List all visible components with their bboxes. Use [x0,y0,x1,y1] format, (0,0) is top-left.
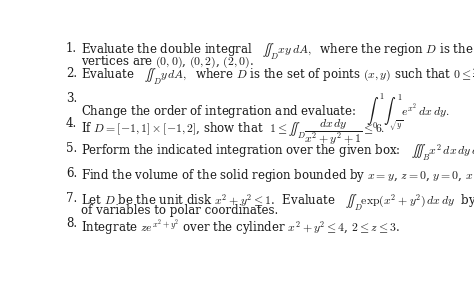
Text: 8.: 8. [66,217,77,230]
Text: 2.: 2. [66,67,77,80]
Text: 1.: 1. [66,42,77,55]
Text: 5.: 5. [66,142,77,155]
Text: Evaluate the double integral   $\iint_D xy\,dA,$  where the region $D$ is the tr: Evaluate the double integral $\iint_D xy… [81,42,474,62]
Text: 6.: 6. [66,167,77,180]
Text: If $D = [-1,1] \times [-1,2]$, show that  $1 \leq \iint_D \dfrac{dx\,dy}{x^2 + y: If $D = [-1,1] \times [-1,2]$, show that… [81,117,385,147]
Text: Evaluate   $\iint_D y\,dA,$  where $D$ is the set of points $(x, y)$ such that $: Evaluate $\iint_D y\,dA,$ where $D$ is t… [81,67,474,87]
Text: 7.: 7. [66,192,77,205]
Text: vertices are $(0, 0)$, $(0, 2)$, $(2, 0)$.: vertices are $(0, 0)$, $(0, 2)$, $(2, 0)… [81,53,254,70]
Text: Change the order of integration and evaluate:   $\int_0^1 \int_{\sqrt{y}}^{1} e^: Change the order of integration and eval… [81,92,449,134]
Text: Find the volume of the solid region bounded by $x = y$, $z = 0$, $y = 0$, $x = 1: Find the volume of the solid region boun… [81,167,474,184]
Text: Integrate $ze^{x^2+y^2}$ over the cylinder $x^2 + y^2 \leq 4$, $2 \leq z \leq 3$: Integrate $ze^{x^2+y^2}$ over the cylind… [81,217,400,238]
Text: 4.: 4. [66,117,77,130]
Text: of variables to polar coordinates.: of variables to polar coordinates. [81,204,278,217]
Text: 3.: 3. [66,92,77,105]
Text: Let $D$ be the unit disk $x^2 + y^2 \leq 1$.  Evaluate   $\iint_D \exp(x^2 + y^2: Let $D$ be the unit disk $x^2 + y^2 \leq… [81,192,474,213]
Text: Perform the indicated integration over the given box:   $\iiint_B x^2\,dx\,dy\,d: Perform the indicated integration over t… [81,142,474,163]
